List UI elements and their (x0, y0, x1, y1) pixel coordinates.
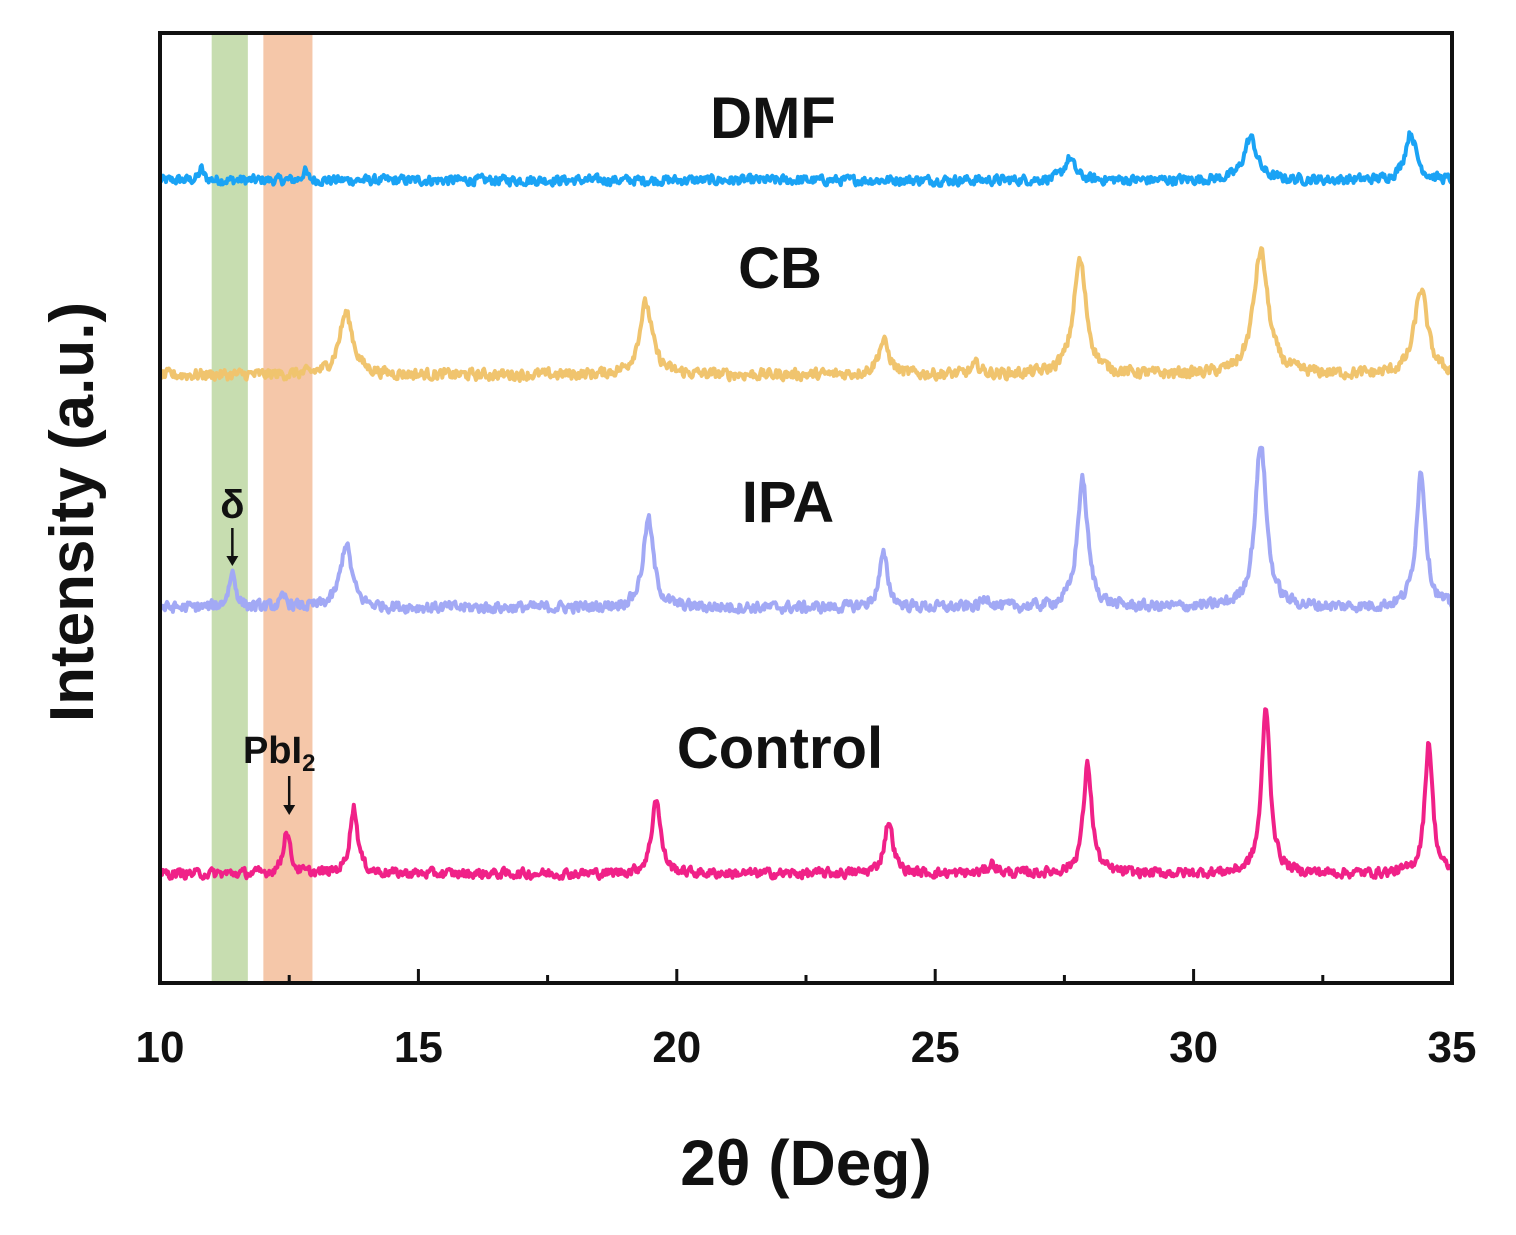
series-line-dmf (158, 130, 1454, 188)
highlight-bands (211, 33, 313, 983)
series-label-control: Control (677, 716, 883, 781)
x-tick-label: 25 (911, 1023, 960, 1072)
series-label-ipa: IPA (742, 470, 834, 535)
y-axis-label: Intensity (a.u.) (38, 302, 107, 722)
annotation-arrow-head (226, 556, 239, 566)
band-delta-phase (211, 33, 248, 983)
series-label-dmf: DMF (710, 86, 836, 151)
series-line-ipa (159, 445, 1454, 615)
x-axis-label: 2θ (Deg) (680, 1127, 932, 1199)
series-label-cb: CB (738, 236, 822, 301)
band-PbI2 (263, 33, 313, 983)
series-line-cb (159, 246, 1454, 383)
x-tick-label: 35 (1428, 1023, 1477, 1072)
series-line-control (158, 707, 1454, 881)
x-axis-tick-labels: 10 15 20 25 30 35 (136, 1023, 1477, 1072)
x-tick-label: 20 (652, 1023, 701, 1072)
x-tick-label: 30 (1169, 1023, 1218, 1072)
annotation-arrow-head (283, 805, 296, 815)
series-traces (158, 130, 1454, 881)
x-axis-ticks (158, 969, 1454, 983)
annotation-delta: δ (220, 483, 244, 527)
x-tick-label: 15 (394, 1023, 443, 1072)
x-tick-label: 10 (136, 1023, 185, 1072)
series-labels: DMF CB IPA Control (677, 86, 883, 781)
